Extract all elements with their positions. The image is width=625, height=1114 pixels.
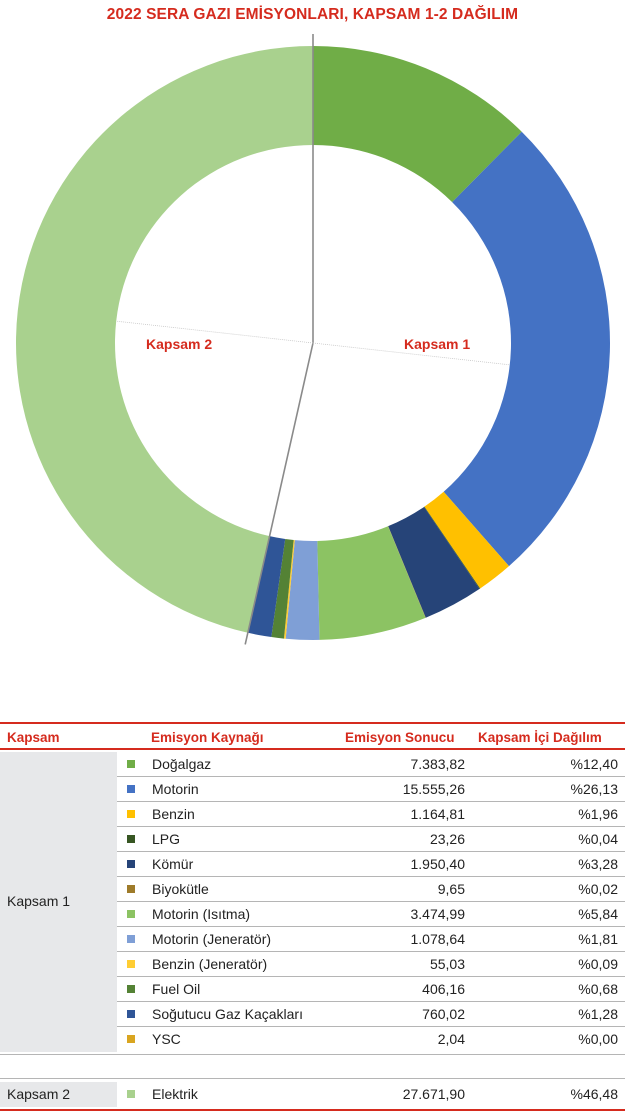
table-row: LPG 23,26 %0,04: [117, 827, 625, 852]
legend-swatch: [127, 860, 135, 868]
scope-label: Kapsam 2: [7, 1085, 71, 1102]
scope-share: %1,28: [578, 1006, 618, 1022]
scope-cell: Kapsam 2: [0, 1082, 117, 1107]
group-separator: [0, 1054, 625, 1055]
emission-value: 15.555,26: [402, 781, 465, 797]
legend-swatch: [127, 985, 135, 993]
emission-source: Elektrik: [152, 1086, 198, 1102]
legend-swatch: [127, 885, 135, 893]
emission-value: 3.474,99: [410, 906, 466, 922]
emission-source: Motorin (Jeneratör): [152, 931, 272, 947]
slice-benzin: [424, 491, 509, 589]
table-row: Motorin (Jeneratör) 1.078,64 %1,81: [117, 927, 625, 952]
table-row: YSC 2,04 %0,00: [117, 1027, 625, 1052]
legend-swatch: [127, 1090, 135, 1098]
legend-swatch: [127, 760, 135, 768]
guide-line-kapsam-2: [116, 320, 314, 344]
emission-source: Motorin: [152, 781, 199, 797]
legend-swatch: [127, 835, 135, 843]
guide-line-kapsam-1: [312, 342, 510, 366]
slice-biyokütle: [387, 526, 426, 618]
table-row: Kömür 1.950,40 %3,28: [117, 852, 625, 877]
slice-motorin: [443, 131, 610, 567]
chart-title: 2022 SERA GAZI EMİSYONLARI, KAPSAM 1-2 D…: [106, 6, 519, 23]
scope-share: %0,02: [578, 881, 618, 897]
scope-cell: Kapsam 1: [0, 752, 117, 1052]
center-label-kapsam-2: Kapsam 2: [146, 336, 213, 352]
slice-lpg: [424, 506, 481, 589]
group-separator: [0, 1078, 625, 1079]
slice-fuel-oil: [271, 539, 294, 639]
legend-swatch: [127, 1035, 135, 1043]
emission-source: Fuel Oil: [152, 981, 201, 997]
emission-source: Kömür: [152, 856, 194, 872]
table-row: Benzin (Jeneratör) 55,03 %0,09: [117, 952, 625, 977]
emission-value: 7.383,82: [410, 756, 466, 772]
slice-motorin-jeneratör-: [285, 540, 320, 640]
header-source: Emisyon Kaynağı: [151, 730, 264, 745]
header-scope: Kapsam: [7, 730, 60, 745]
emission-value: 1.950,40: [410, 856, 466, 872]
table-row: Soğutucu Gaz Kaçakları 760,02 %1,28: [117, 1002, 625, 1027]
table-row: Doğalgaz 7.383,82 %12,40: [117, 752, 625, 777]
emission-value: 2,04: [437, 1031, 465, 1047]
slice-doğalgaz: [313, 46, 522, 203]
emission-source: Benzin (Jeneratör): [152, 956, 268, 972]
emission-value: 9,65: [437, 881, 465, 897]
scope-share: %5,84: [578, 906, 618, 922]
legend-swatch: [127, 1010, 135, 1018]
header-share: Kapsam İçi Dağılım: [478, 730, 602, 745]
scope-share: %46,48: [570, 1086, 618, 1102]
slice-kömür: [388, 506, 480, 618]
table-row: Benzin 1.164,81 %1,96: [117, 802, 625, 827]
scope-label: Kapsam 1: [7, 893, 71, 909]
emission-value: 760,02: [422, 1006, 465, 1022]
emission-value: 1.164,81: [410, 806, 466, 822]
scope-share: %0,00: [578, 1031, 618, 1047]
donut-chart: [16, 34, 610, 645]
scope-share: %0,09: [578, 956, 618, 972]
table-header: Kapsam Emisyon Kaynağı Emisyon Sonucu Ka…: [0, 722, 625, 750]
scope-guides: [116, 34, 510, 645]
table-row: Fuel Oil 406,16 %0,68: [117, 977, 625, 1002]
divider-line-bottom: [244, 342, 314, 645]
emission-source: Motorin (Isıtma): [152, 906, 251, 922]
legend-swatch: [127, 910, 135, 918]
emission-source: Benzin: [152, 806, 195, 822]
slice-elektrik: [16, 46, 313, 633]
table-row: Elektrik 27.671,90 %46,48: [117, 1082, 625, 1107]
scope-share: %26,13: [570, 781, 618, 797]
table-row: Biyokütle 9,65 %0,02: [117, 877, 625, 902]
emission-value: 23,26: [429, 831, 465, 847]
table-bottom-border: [0, 1109, 625, 1111]
scope-share: %3,28: [578, 856, 618, 872]
legend-swatch: [127, 960, 135, 968]
slice-benzin-jeneratör-: [283, 540, 295, 639]
emission-value: 55,03: [429, 956, 465, 972]
legend-swatch: [127, 810, 135, 818]
emission-value: 27.671,90: [402, 1086, 465, 1102]
emission-source: Soğutucu Gaz Kaçakları: [152, 1006, 303, 1022]
emission-source: Doğalgaz: [152, 756, 212, 772]
legend-swatch: [127, 935, 135, 943]
scope-share: %12,40: [570, 756, 618, 772]
slice-soğutucu-gaz-kaçakları: [247, 536, 286, 638]
table-row: Motorin 15.555,26 %26,13: [117, 777, 625, 802]
emission-value: 406,16: [422, 981, 465, 997]
header-result: Emisyon Sonucu: [345, 730, 455, 745]
emission-source: YSC: [152, 1031, 181, 1047]
scope-share: %1,96: [578, 806, 618, 822]
emission-source: LPG: [152, 831, 181, 847]
scope-share: %1,81: [578, 931, 618, 947]
center-label-kapsam-1: Kapsam 1: [404, 336, 471, 352]
table-row: Motorin (Isıtma) 3.474,99 %5,84: [117, 902, 625, 927]
scope-share: %0,68: [578, 981, 618, 997]
slice-motorin-isıtma-: [317, 526, 426, 640]
emission-value: 1.078,64: [410, 931, 466, 947]
legend-swatch: [127, 785, 135, 793]
scope-share: %0,04: [578, 831, 618, 847]
emission-source: Biyokütle: [152, 881, 209, 897]
